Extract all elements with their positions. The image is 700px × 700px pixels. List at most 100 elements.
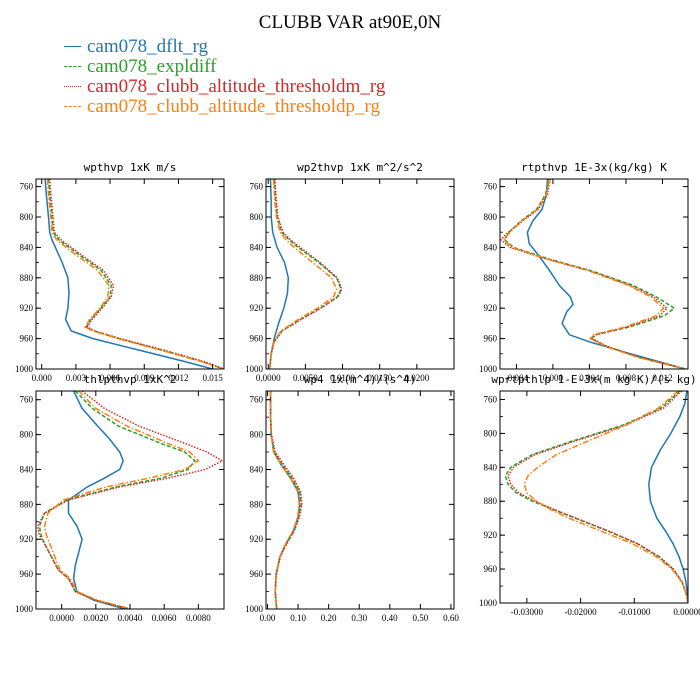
series-line-1-0 [268, 179, 290, 369]
panel-0: wpthvp 1xK m/s76080084088092096010000.00… [15, 161, 225, 383]
plot-frame-2 [499, 178, 689, 370]
x-tick-label-2: 0.012 [652, 373, 672, 383]
series-line-0-0 [44, 179, 213, 369]
series-line-0-2 [48, 179, 224, 369]
y-tick-label-5: 960 [484, 564, 498, 574]
y-tick-label-1: 840 [250, 242, 264, 252]
legend-label-thresholdm: cam078_clubb_altitude_thresholdm_rg [87, 76, 386, 97]
y-tick-label-3: 880 [20, 499, 34, 509]
y-tick-label-2: 800 [484, 212, 498, 222]
x-tick-label-0: 0.015 [202, 373, 223, 383]
x-tick-label-1: 0.0000 [256, 373, 281, 383]
series-line-2-3 [502, 179, 686, 369]
panel-title-2: rtpthvp 1E-3x(kg/kg) K [521, 161, 667, 174]
series-line-1-1 [268, 179, 342, 369]
legend-line-expldiff [64, 66, 81, 68]
legend-item-thresholdp: cam078_clubb_altitude_thresholdp_rg [64, 97, 385, 117]
y-tick-label-4: 1000 [245, 604, 264, 614]
x-tick-label-3: 0.0040 [118, 613, 143, 623]
x-tick-label-4: 0.60 [443, 613, 459, 623]
y-tick-label-2: 1000 [479, 364, 498, 374]
plot-frame-4 [265, 390, 455, 610]
y-tick-label-3: 960 [20, 569, 34, 579]
panel-title-0: wpthvp 1xK m/s [84, 161, 177, 174]
x-tick-label-0: 0.000 [32, 373, 53, 383]
y-tick-label-2: 920 [484, 303, 498, 313]
plot-frame-1 [265, 178, 455, 370]
x-tick-label-1: 0.0150 [367, 373, 392, 383]
y-tick-label-1: 880 [250, 273, 264, 283]
x-tick-label-1: 0.0100 [330, 373, 355, 383]
x-tick-label-2: -0.004 [505, 373, 529, 383]
series-line-4-1 [269, 391, 302, 609]
x-tick-label-4: 0.50 [412, 613, 428, 623]
x-tick-label-2: 0.008 [616, 373, 637, 383]
y-tick-label-3: 760 [20, 395, 34, 405]
y-tick-label-5: 840 [484, 462, 498, 472]
plot-frame-5 [499, 390, 689, 604]
y-tick-label-2: 960 [484, 334, 498, 344]
y-tick-label-3: 920 [20, 534, 34, 544]
legend-line-thresholdp [64, 106, 81, 108]
x-tick-label-2: 0.004 [579, 373, 600, 383]
panel-title-3: thlpthvp 1xK^2 [84, 373, 177, 386]
legend-item-dflt: cam078_dflt_rg [64, 37, 385, 57]
x-tick-label-0: 0.006 [100, 373, 121, 383]
y-tick-label-4: 760 [250, 395, 264, 405]
x-tick-label-3: 0.0020 [83, 613, 108, 623]
x-tick-label-4: 0.00 [260, 613, 276, 623]
series-line-4-3 [269, 391, 301, 609]
y-tick-label-1: 920 [250, 303, 264, 313]
x-tick-label-1: 0.0200 [404, 373, 429, 383]
panel-title-5: wprtpthlp 1-E-3x(m kg K)/(s kg) [491, 373, 696, 386]
y-tick-label-1: 800 [250, 212, 264, 222]
plot-frame-0 [35, 178, 225, 370]
series-line-3-3 [43, 391, 200, 609]
panel-title-1: wp2thvp 1xK m^2/s^2 [297, 161, 423, 174]
y-tick-label-1: 760 [250, 182, 264, 192]
y-tick-label-4: 920 [250, 534, 264, 544]
x-tick-label-2: 0.000 [543, 373, 564, 383]
y-tick-label-0: 800 [20, 212, 34, 222]
x-tick-label-4: 0.40 [382, 613, 398, 623]
x-tick-label-3: 0.0060 [152, 613, 177, 623]
y-tick-label-0: 880 [20, 273, 34, 283]
panel-3: thlpthvp 1xK^2 760 800 840 880 920 960 1000 0.00… [15, 373, 225, 623]
y-tick-label-5: 880 [484, 496, 498, 506]
x-tick-label-1: 0.0050 [293, 373, 318, 383]
legend-item-thresholdm: cam078_clubb_altitude_thresholdm_rg [64, 77, 385, 97]
y-tick-label-2: 760 [484, 182, 498, 192]
panel-5: wprtpthlp 1-E-3x(m kg K)/(s kg) 760 800 840… [479, 373, 700, 617]
x-tick-label-3: 0.0000 [49, 613, 74, 623]
legend: cam078_dflt_rg cam078_expldiff cam078_cl… [64, 37, 385, 117]
x-tick-label-3: 0.0080 [186, 613, 211, 623]
x-tick-label-5: 0.00000 [673, 607, 700, 617]
y-tick-label-2: 840 [484, 242, 498, 252]
x-tick-label-5: -0.01000 [618, 607, 651, 617]
panel-4: wp4 1x(m^4)/(s^4)76080084088092096010000… [245, 373, 459, 623]
series-line-1-3 [268, 179, 338, 369]
legend-label-dflt: cam078_dflt_rg [87, 36, 209, 57]
y-tick-label-5: 760 [484, 394, 498, 404]
y-tick-label-0: 760 [20, 182, 34, 192]
y-tick-label-0: 960 [20, 334, 34, 344]
y-tick-label-3: 840 [20, 464, 34, 474]
y-tick-label-0: 920 [20, 303, 34, 313]
x-tick-label-4: 0.10 [290, 613, 306, 623]
y-tick-label-3: 1000 [15, 604, 34, 614]
legend-line-thresholdm [64, 86, 81, 88]
x-tick-label-4: 0.30 [351, 613, 367, 623]
series-line-0-1 [47, 179, 224, 369]
series-line-0-3 [46, 179, 224, 369]
y-tick-label-4: 800 [250, 430, 264, 440]
y-tick-label-2: 880 [484, 273, 498, 283]
legend-item-expldiff: cam078_expldiff [64, 57, 385, 77]
legend-line-dflt [64, 46, 81, 48]
panel-2: rtpthvp 1E-3x(kg/kg) K 760 800 840 880 920 960… [479, 161, 689, 383]
panel-1: wp2thvp 1xK m^2/s^2 760 800 840 880 920 960 100… [245, 161, 455, 383]
y-tick-label-5: 1000 [479, 598, 498, 608]
x-tick-label-5: -0.03000 [511, 607, 544, 617]
y-tick-label-1: 960 [250, 334, 264, 344]
y-tick-label-0: 840 [20, 242, 34, 252]
series-line-5-0 [648, 391, 688, 603]
